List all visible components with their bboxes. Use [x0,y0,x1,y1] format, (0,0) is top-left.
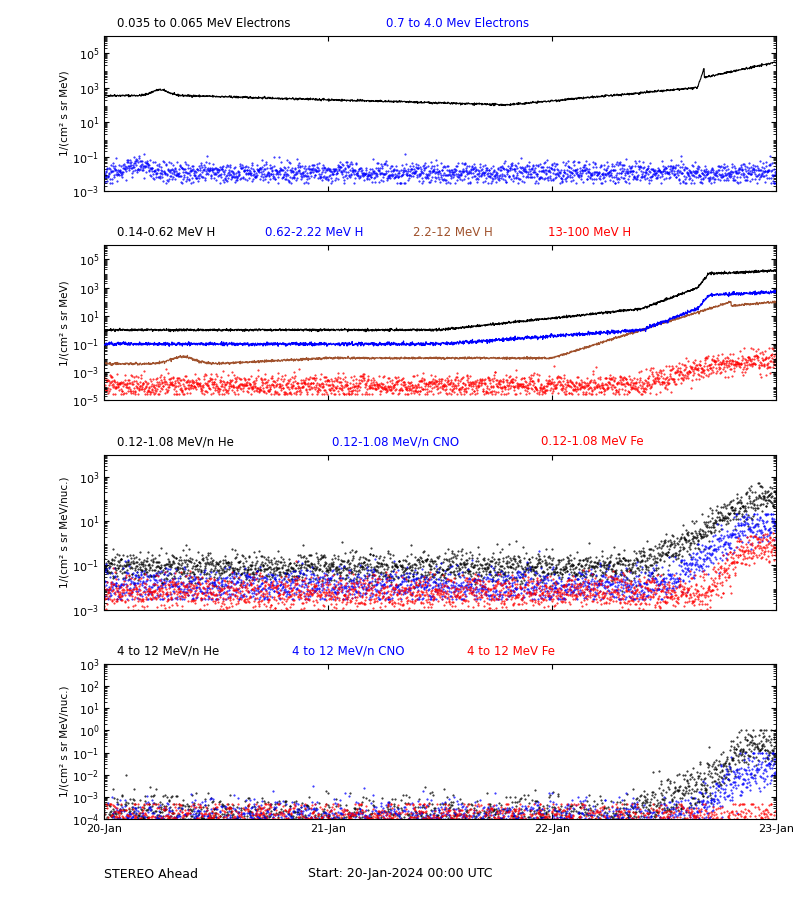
Text: 4 to 12 MeV/n CNO: 4 to 12 MeV/n CNO [292,644,405,658]
Y-axis label: 1/(cm² s sr MeV/nuc.): 1/(cm² s sr MeV/nuc.) [59,686,69,797]
Text: Start: 20-Jan-2024 00:00 UTC: Start: 20-Jan-2024 00:00 UTC [308,868,492,880]
Text: 0.12-1.08 MeV/n He: 0.12-1.08 MeV/n He [118,436,234,448]
Text: 4 to 12 MeV Fe: 4 to 12 MeV Fe [467,644,555,658]
Text: 4 to 12 MeV/n He: 4 to 12 MeV/n He [118,644,220,658]
Text: 0.62-2.22 MeV H: 0.62-2.22 MeV H [266,226,364,239]
Text: 13-100 MeV H: 13-100 MeV H [547,226,630,239]
Y-axis label: 1/(cm² s sr MeV): 1/(cm² s sr MeV) [59,71,70,157]
Text: 0.7 to 4.0 Mev Electrons: 0.7 to 4.0 Mev Electrons [386,17,530,30]
Y-axis label: 1/(cm² s sr MeV): 1/(cm² s sr MeV) [59,280,70,365]
Text: 0.12-1.08 MeV Fe: 0.12-1.08 MeV Fe [541,436,643,448]
Text: STEREO Ahead: STEREO Ahead [104,868,198,880]
Text: 0.14-0.62 MeV H: 0.14-0.62 MeV H [118,226,216,239]
Text: 0.035 to 0.065 MeV Electrons: 0.035 to 0.065 MeV Electrons [118,17,291,30]
Text: 2.2-12 MeV H: 2.2-12 MeV H [413,226,493,239]
Text: 0.12-1.08 MeV/n CNO: 0.12-1.08 MeV/n CNO [333,436,460,448]
Y-axis label: 1/(cm² s sr MeV/nuc.): 1/(cm² s sr MeV/nuc.) [59,476,70,588]
